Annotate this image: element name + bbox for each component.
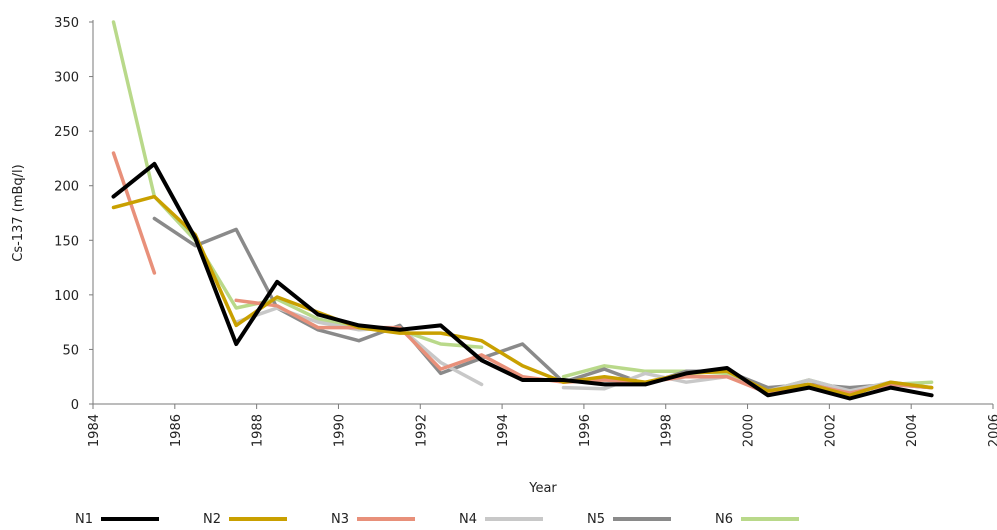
x-tick-label: 2006 <box>987 414 997 447</box>
x-tick-label: 1992 <box>414 414 429 447</box>
x-tick-label: 1996 <box>578 414 593 447</box>
y-tick-label: 50 <box>62 343 79 358</box>
legend-label-n1: N1 <box>75 512 93 526</box>
y-tick-label: 0 <box>71 398 79 413</box>
x-axis-title: Year <box>528 481 557 496</box>
legend-label-n5: N5 <box>587 512 605 526</box>
x-tick-label: 1986 <box>169 414 184 447</box>
series-line-n3 <box>111 151 157 275</box>
y-tick-label: 250 <box>54 125 79 140</box>
series-line-n6 <box>111 20 484 349</box>
legend-label-n2: N2 <box>203 512 221 526</box>
y-axis-title: Cs-137 (mBq/l) <box>11 164 26 261</box>
y-tick-label: 100 <box>54 289 79 304</box>
x-tick-label: 1984 <box>87 414 102 447</box>
legend-label-n3: N3 <box>331 512 349 526</box>
legend-label-n6: N6 <box>715 512 733 526</box>
series-line-n2 <box>111 194 934 398</box>
x-tick-label: 2000 <box>742 414 757 447</box>
y-tick-label: 200 <box>54 180 79 195</box>
x-tick-label: 2002 <box>823 414 838 447</box>
x-tick-label: 1990 <box>332 414 347 447</box>
x-tick-label: 1998 <box>660 414 675 447</box>
x-tick-label: 1988 <box>251 414 266 447</box>
y-tick-label: 150 <box>54 234 79 249</box>
x-tick-label: 1994 <box>496 414 511 447</box>
series-line-n4 <box>234 306 484 387</box>
y-tick-label: 350 <box>54 16 79 31</box>
series-line-n1 <box>111 161 934 401</box>
y-tick-label: 300 <box>54 71 79 86</box>
x-tick-label: 2004 <box>905 414 920 447</box>
legend-label-n4: N4 <box>459 512 477 526</box>
